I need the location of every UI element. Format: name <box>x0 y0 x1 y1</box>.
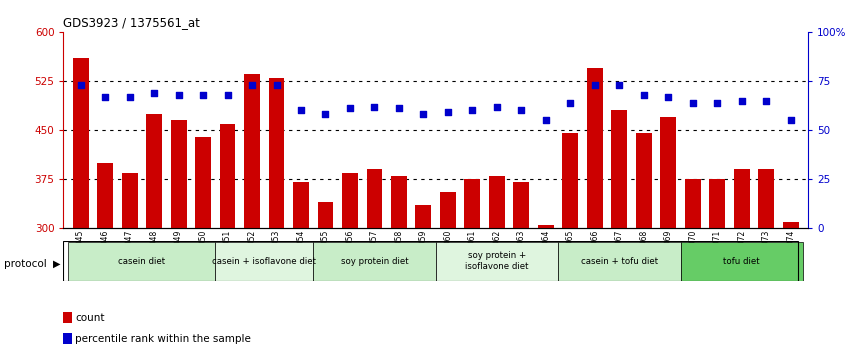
Bar <box>636 133 651 228</box>
Point <box>441 110 454 115</box>
Bar <box>685 179 700 228</box>
Bar <box>391 176 407 228</box>
Point <box>172 92 185 98</box>
Bar <box>440 192 456 228</box>
Text: count: count <box>75 313 105 322</box>
FancyBboxPatch shape <box>680 241 803 281</box>
Text: casein diet: casein diet <box>118 257 165 266</box>
Point <box>784 118 798 123</box>
Point <box>613 82 626 88</box>
Bar <box>661 117 676 228</box>
Bar <box>538 225 554 228</box>
Bar <box>97 163 113 228</box>
Point <box>74 82 87 88</box>
Bar <box>146 114 162 228</box>
Point <box>98 94 112 99</box>
Point <box>760 98 773 103</box>
Point <box>539 118 552 123</box>
Point <box>514 108 528 113</box>
Bar <box>489 176 505 228</box>
Bar <box>122 173 138 228</box>
Text: soy protein diet: soy protein diet <box>341 257 409 266</box>
FancyBboxPatch shape <box>313 241 436 281</box>
FancyBboxPatch shape <box>69 241 215 281</box>
Bar <box>783 222 799 228</box>
Point <box>123 94 136 99</box>
Point <box>393 105 406 111</box>
Bar <box>342 173 358 228</box>
Bar <box>758 170 774 228</box>
Bar <box>293 183 309 228</box>
Bar <box>612 110 628 228</box>
FancyBboxPatch shape <box>215 241 313 281</box>
Bar <box>220 124 235 228</box>
Text: protocol: protocol <box>4 259 47 269</box>
Text: casein + tofu diet: casein + tofu diet <box>581 257 658 266</box>
Bar <box>366 170 382 228</box>
Text: casein + isoflavone diet: casein + isoflavone diet <box>212 257 316 266</box>
Point <box>270 82 283 88</box>
Point <box>490 104 503 109</box>
FancyBboxPatch shape <box>436 241 558 281</box>
Point <box>711 100 724 105</box>
Point <box>563 100 577 105</box>
Bar <box>171 120 186 228</box>
Point <box>147 90 161 96</box>
Bar <box>317 202 333 228</box>
Bar <box>514 183 530 228</box>
Point <box>686 100 700 105</box>
Point <box>465 108 479 113</box>
Point <box>343 105 357 111</box>
Bar <box>73 58 89 228</box>
Point <box>662 94 675 99</box>
Point <box>221 92 234 98</box>
Text: tofu diet: tofu diet <box>723 257 760 266</box>
Point <box>245 82 259 88</box>
Point <box>637 92 651 98</box>
FancyBboxPatch shape <box>558 241 680 281</box>
Text: percentile rank within the sample: percentile rank within the sample <box>75 334 251 344</box>
Bar <box>195 137 211 228</box>
Text: soy protein +
isoflavone diet: soy protein + isoflavone diet <box>465 251 529 271</box>
Point <box>196 92 210 98</box>
Text: GDS3923 / 1375561_at: GDS3923 / 1375561_at <box>63 16 201 29</box>
Bar <box>709 179 725 228</box>
Point <box>735 98 749 103</box>
Point <box>294 108 308 113</box>
Bar <box>733 170 750 228</box>
Point <box>417 112 431 117</box>
Point <box>588 82 602 88</box>
Bar <box>587 68 603 228</box>
Text: ▶: ▶ <box>53 259 61 269</box>
Bar <box>244 74 260 228</box>
Point <box>319 112 332 117</box>
Bar <box>415 205 431 228</box>
Bar <box>464 179 481 228</box>
Bar <box>563 133 579 228</box>
Point <box>368 104 382 109</box>
Bar <box>268 78 284 228</box>
